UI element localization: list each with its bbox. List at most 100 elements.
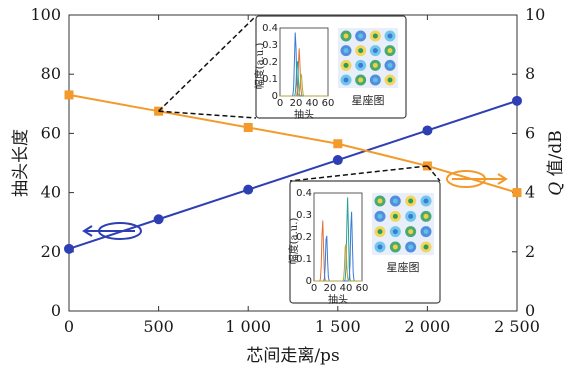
inset-y-tick-label: 0.3	[296, 210, 312, 221]
x-tick-label: 0	[64, 317, 74, 336]
right-series-indicator-arrowhead	[497, 173, 508, 185]
constellation-symbol-core	[377, 213, 383, 219]
inset-x-tick-label: 40	[306, 98, 319, 109]
constellation-symbol-core	[377, 244, 383, 250]
data-point-left	[332, 155, 343, 166]
y-left-tick-label: 80	[41, 64, 61, 83]
y-axis-left-label: 抽头长度	[11, 129, 31, 197]
y-left-tick-label: 40	[41, 183, 61, 202]
constellation-symbol-core	[343, 77, 349, 83]
y-left-tick-label: 100	[30, 5, 61, 24]
data-point-right	[243, 122, 253, 132]
inset-tap-curve	[280, 73, 328, 97]
constellation-symbol-core	[387, 48, 393, 54]
inset-y-label: 幅度(a.u.)	[253, 43, 266, 90]
constellation-symbol-core	[392, 213, 398, 219]
constellation-symbol-core	[387, 33, 393, 39]
x-tick-label: 2 000	[404, 317, 450, 336]
inset-y-tick-label: 0.3	[262, 40, 278, 51]
data-point-right	[64, 90, 74, 100]
inset-tap-curve	[314, 243, 362, 282]
y-axis-right-label: Q 值/dB	[546, 130, 566, 195]
inset-y-tick-label: 0.4	[296, 188, 312, 199]
inset-x-tick-label: 20	[290, 98, 303, 109]
inset-y-tick-label: 0.1	[296, 254, 312, 265]
inset-1: 0 0.1 0.2 0.3 0.4 0 20 40 60 幅度(a.u.) 抽头 星座图	[158, 15, 407, 121]
data-point-left	[64, 243, 74, 254]
inset-y-tick-label: 0	[272, 91, 278, 102]
data-point-left	[422, 125, 433, 136]
inset-y-tick-label: 0.2	[262, 57, 278, 68]
y-right-tick-label: 6	[525, 123, 535, 142]
annotations	[82, 170, 508, 240]
inset-leader-line	[158, 110, 257, 119]
constellation-symbol-core	[372, 77, 378, 83]
inset-y-tick-label: 0.2	[296, 232, 312, 243]
inset-y-tick-label: 0.4	[262, 23, 278, 34]
constellation-symbol-core	[408, 244, 414, 250]
inset-caption: 星座图	[387, 260, 420, 274]
constellation-symbol-core	[392, 244, 398, 250]
inset-y-tick-label: 0.1	[262, 74, 278, 85]
constellation-symbol-core	[343, 62, 349, 68]
inset-y-label: 幅度(a.u.)	[287, 218, 300, 265]
y-left-tick-label: 20	[41, 242, 61, 261]
y-right-tick-label: 10	[525, 5, 545, 24]
data-point-right	[512, 188, 522, 198]
constellation-symbol-core	[392, 229, 398, 235]
plot-frame	[68, 14, 518, 312]
x-tick-label: 1 000	[225, 317, 271, 336]
inset-caption: 星座图	[352, 93, 385, 107]
constellation-symbol-core	[358, 77, 364, 83]
inset-x-tick-label: 0	[277, 98, 283, 109]
series-line-right	[68, 93, 518, 194]
left-series-indicator-arrowhead	[82, 225, 93, 237]
data-point-left	[512, 95, 522, 106]
y-right-tick-label: 0	[525, 301, 535, 320]
y-axis-right-label-rest: 值/dB	[546, 130, 566, 182]
inset-leader-line	[289, 165, 428, 182]
data-point-left	[153, 214, 164, 225]
constellation-symbol-core	[358, 48, 364, 54]
inset-x-label: 抽头	[294, 108, 314, 121]
constellation-symbol-core	[343, 33, 349, 39]
inset-x-label: 抽头	[328, 293, 348, 306]
constellation-symbol-core	[358, 33, 364, 39]
y-axis-right-label-q: Q	[546, 182, 566, 196]
x-axis-label: 芯间走离/ps	[246, 346, 339, 366]
y-right-tick-label: 2	[525, 242, 535, 261]
constellation-symbol-core	[372, 33, 378, 39]
constellation-symbol-core	[387, 62, 393, 68]
constellation-symbol-core	[423, 244, 429, 250]
series-line-left	[68, 99, 518, 250]
constellation-symbol-core	[423, 229, 429, 235]
constellation-symbol-core	[392, 198, 398, 204]
inset-x-tick-label: 40	[340, 283, 353, 294]
constellation-symbol-core	[408, 229, 414, 235]
inset-constellation	[338, 28, 398, 88]
x-tick-label: 2 500	[494, 317, 540, 336]
y-right-tick-label: 8	[525, 64, 535, 83]
x-tick-label: 1 500	[315, 317, 361, 336]
x-tick-label: 500	[143, 317, 174, 336]
inset-leader-line	[158, 15, 257, 112]
inset-leader-line	[426, 165, 441, 182]
constellation-symbol-core	[377, 198, 383, 204]
inset-x-tick-label: 20	[324, 283, 337, 294]
constellation-symbol-core	[358, 62, 364, 68]
y-left-tick-label: 60	[41, 123, 61, 142]
data-point-left	[243, 184, 254, 195]
constellation-symbol-core	[343, 48, 349, 54]
inset-constellation	[372, 193, 434, 255]
insets: 00.10.20.30.40 20 40 60幅度(a.u.)抽头星座图00.10.2…	[158, 15, 441, 306]
y-left-tick-label: 0	[51, 301, 61, 320]
y-right-tick-label: 4	[525, 183, 535, 202]
constellation-symbol-core	[423, 198, 429, 204]
constellation-symbol-core	[377, 229, 383, 235]
data-point-right	[333, 139, 343, 149]
inset-x-tick-label: 60	[356, 283, 369, 294]
inset-y-tick-label: 0	[306, 276, 312, 287]
inset-x-tick-label: 0	[311, 283, 317, 294]
constellation-symbol-core	[408, 213, 414, 219]
